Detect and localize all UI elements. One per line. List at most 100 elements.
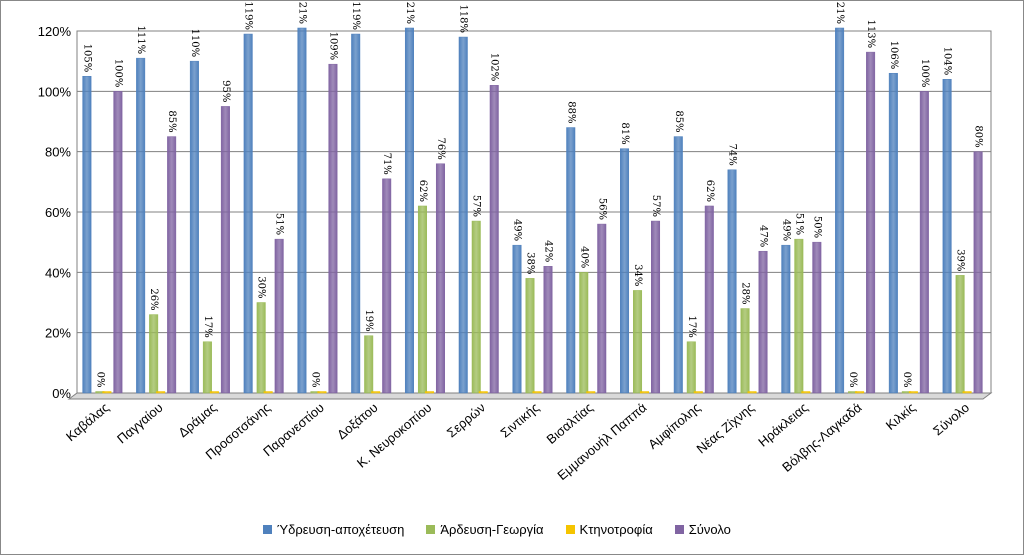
bar-0 <box>404 27 414 394</box>
x-category-label: Σιντικής <box>497 400 541 441</box>
data-label: 111% <box>135 26 146 55</box>
legend: Ύδρευση-αποχέτευση Άρδευση-Γεωργία Κτηνοτρ… <box>263 522 731 537</box>
bar-2 <box>962 391 972 394</box>
data-label: 51% <box>793 213 804 235</box>
data-label: 109% <box>327 32 338 61</box>
x-category-label: Δράμας <box>175 400 219 440</box>
data-label: 88% <box>565 101 576 123</box>
bar-0 <box>297 27 307 394</box>
data-label: 121% <box>296 1 307 24</box>
bar-3 <box>113 91 123 394</box>
x-category-label: Κιλκίς <box>883 400 918 433</box>
bar-0 <box>835 27 845 394</box>
bar-3 <box>435 163 445 394</box>
data-label: 0% <box>847 372 858 388</box>
data-label: 62% <box>704 180 715 202</box>
data-label: 102% <box>489 53 500 82</box>
bar-0 <box>351 33 361 394</box>
legend-swatch <box>426 525 436 534</box>
bar-3 <box>704 205 714 394</box>
data-label: 100% <box>112 59 123 88</box>
data-label: 71% <box>381 153 392 175</box>
data-label: 56% <box>596 198 607 220</box>
data-label: 47% <box>758 225 769 247</box>
data-label: 121% <box>404 1 415 24</box>
data-label: 40% <box>578 246 589 268</box>
data-label: 95% <box>220 80 231 102</box>
x-category-label: Σύνολο <box>930 400 972 439</box>
bar-1 <box>525 278 535 394</box>
bar-2 <box>640 391 650 394</box>
data-label: 57% <box>650 195 661 217</box>
bar-2 <box>693 391 703 394</box>
data-label: 49% <box>512 219 523 241</box>
data-label: 39% <box>955 249 966 271</box>
bar-2 <box>908 391 918 394</box>
legend-label: Άρδευση-Γεωργία <box>440 522 544 537</box>
data-label: 81% <box>619 122 630 144</box>
data-label: 50% <box>811 216 822 238</box>
bar-3 <box>543 266 553 394</box>
bar-3 <box>919 91 929 394</box>
legend-item: Ύδρευση-αποχέτευση <box>263 522 404 537</box>
bar-3 <box>220 106 230 394</box>
data-label: 0% <box>901 372 912 388</box>
legend-swatch <box>263 525 272 534</box>
bar-0 <box>512 244 522 394</box>
bar-1 <box>633 290 643 394</box>
bar-1 <box>471 220 481 394</box>
bar-2 <box>478 391 488 394</box>
bar-1 <box>256 302 266 394</box>
data-label: 51% <box>274 213 285 235</box>
bar-3 <box>167 136 177 394</box>
bar-2 <box>156 391 166 394</box>
y-tick-label: 80% <box>45 145 71 160</box>
plot-floor <box>67 392 993 400</box>
bar-1 <box>579 272 589 394</box>
data-label: 19% <box>363 309 374 331</box>
legend-label: Ύδρευση-αποχέτευση <box>277 522 405 537</box>
data-label: 104% <box>942 47 953 76</box>
bar-1 <box>202 341 212 394</box>
bar-1 <box>417 205 427 394</box>
bar-0 <box>888 72 898 394</box>
data-label: 30% <box>256 276 267 298</box>
bar-chart: 0% 20% 40% 60% 80% 100% 120% 105% 111% 110% 119% 12… <box>38 1 993 483</box>
y-tick-label: 100% <box>38 84 72 99</box>
y-tick-label: 20% <box>45 326 71 341</box>
bar-3 <box>489 85 499 394</box>
legend-item: Σύνολο <box>674 522 731 537</box>
bar-2 <box>209 391 219 394</box>
bar-2 <box>371 391 381 394</box>
data-label: 105% <box>81 44 92 73</box>
bar-2 <box>855 391 865 394</box>
data-label: 28% <box>740 282 751 304</box>
bar-3 <box>651 220 661 394</box>
legend-swatch <box>565 525 575 534</box>
bar-0 <box>566 127 576 394</box>
bar-2 <box>317 391 327 394</box>
data-label: 119% <box>350 1 361 30</box>
legend-item: Κτηνοτροφία <box>565 522 653 537</box>
bar-3 <box>382 178 392 394</box>
x-category-label: Σερρών <box>444 400 488 441</box>
bar-0 <box>189 60 199 394</box>
bar-3 <box>973 151 983 394</box>
legend-item: Άρδευση-Γεωργία <box>426 522 544 537</box>
data-label: 118% <box>458 4 469 33</box>
data-label: 121% <box>834 1 845 24</box>
bar-2 <box>263 391 273 394</box>
data-label: 49% <box>780 219 791 241</box>
bar-0 <box>781 244 791 394</box>
x-category-label: Εμμανουήλ Παππά <box>554 400 649 483</box>
bar-0 <box>620 148 630 394</box>
data-label: 100% <box>919 59 930 88</box>
bar-2 <box>102 391 112 394</box>
data-label: 113% <box>865 20 876 49</box>
data-label: 74% <box>727 144 738 166</box>
bar-3 <box>812 241 822 394</box>
x-category-label: Νέας Ζίχνης <box>694 400 757 457</box>
legend-swatch <box>674 525 684 534</box>
bar-2 <box>424 391 434 394</box>
